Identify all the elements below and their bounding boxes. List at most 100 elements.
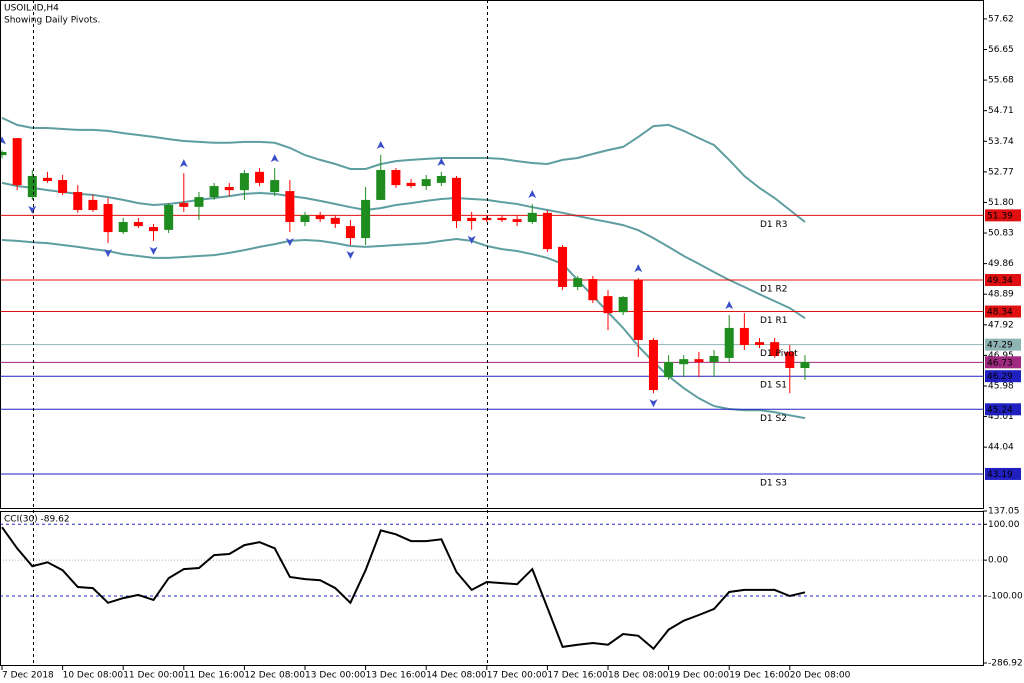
- pivot-label: D1 R3: [760, 220, 788, 230]
- candle-body: [603, 296, 613, 314]
- price-tag-label: 45.24: [987, 405, 1013, 415]
- x-tick-label: 12 Dec 08:00: [244, 671, 305, 681]
- y-tick-label: 54.71: [988, 106, 1014, 116]
- price-tag: [985, 209, 1021, 222]
- candle-body: [255, 171, 265, 183]
- fractal-down: [649, 399, 658, 408]
- y-tick-label: 47.92: [988, 320, 1014, 330]
- fractal-down: [104, 249, 113, 258]
- x-tick-label: 20 Dec 08:00: [790, 671, 851, 681]
- pivot-label: D1 Pivot: [760, 349, 798, 359]
- x-tick-label: 13 Dec 16:00: [366, 671, 427, 681]
- pivot-label: D1 S2: [760, 414, 787, 424]
- fractal-down: [149, 246, 158, 255]
- fractal-down: [467, 235, 476, 244]
- candle-body: [770, 342, 780, 357]
- fractal-up: [528, 190, 537, 199]
- candle-body: [361, 199, 371, 239]
- candle-body: [224, 186, 234, 191]
- candle-body: [542, 212, 552, 250]
- x-tick-label: 11 Dec 00:00: [123, 671, 184, 681]
- candle-body: [164, 204, 174, 230]
- candle-body: [785, 351, 795, 368]
- fractal-up: [0, 136, 6, 145]
- fractal-up: [437, 157, 446, 166]
- x-tick-label: 19 Dec 00:00: [669, 671, 730, 681]
- candle-body: [194, 197, 204, 207]
- fractal-up: [634, 264, 643, 273]
- band-middle: [1, 181, 806, 320]
- candle-body: [724, 327, 734, 358]
- candle-body: [27, 175, 37, 198]
- pivot-label: D1 S1: [760, 381, 787, 391]
- candle-body: [512, 219, 522, 222]
- cci-line: [1, 526, 806, 651]
- price-tag: [985, 305, 1021, 318]
- indicator-title: CCI(30) -89.62: [4, 515, 70, 525]
- candle-body: [421, 179, 431, 187]
- candle-body: [270, 180, 280, 193]
- y-tick-label: 55.68: [988, 76, 1014, 86]
- candle-body: [618, 297, 628, 313]
- candle-body: [315, 215, 325, 220]
- candle-body: [239, 173, 249, 191]
- y-tick-label: 0.00: [988, 556, 1008, 566]
- candle-body: [664, 362, 674, 378]
- candle-body: [300, 215, 310, 222]
- price-tag-label: 46.29: [987, 372, 1013, 382]
- price-tag: [985, 403, 1021, 416]
- candle-body: [739, 327, 749, 345]
- y-tick-label: 137.05: [988, 507, 1020, 517]
- y-tick-label: 49.86: [988, 259, 1014, 269]
- x-tick-label: 11 Dec 16:00: [184, 671, 245, 681]
- candle-body: [452, 177, 461, 222]
- candle-body: [497, 217, 507, 221]
- price-tag-label: 46.73: [987, 358, 1013, 368]
- candle-body: [406, 182, 416, 187]
- fractal-up: [179, 159, 188, 168]
- x-tick-label: 7 Dec 2018: [2, 671, 54, 681]
- symbol-label: USOIL.ID,H4: [4, 4, 59, 14]
- band-lower: [1, 237, 806, 420]
- fractal-down: [285, 238, 294, 247]
- y-tick-label: 48.89: [988, 290, 1014, 300]
- candle-body: [709, 356, 719, 363]
- candle-body: [376, 169, 386, 200]
- price-tag-label: 49.34: [987, 276, 1013, 286]
- price-tag: [985, 274, 1021, 287]
- plot-layer: [0, 116, 983, 651]
- y-tick-label: 46.95: [988, 351, 1014, 361]
- price-tag: [985, 370, 1021, 383]
- candle-body: [573, 278, 583, 287]
- candle-body: [679, 359, 689, 365]
- candle-body: [88, 199, 98, 211]
- y-tick-label: -100.00: [988, 591, 1023, 601]
- candle-body: [482, 217, 492, 221]
- price-tag: [985, 467, 1021, 480]
- price-tag-label: 43.19: [987, 470, 1013, 480]
- candle-body: [436, 175, 446, 183]
- y-tick-label: 53.74: [988, 137, 1014, 147]
- y-tick-label: 45.01: [988, 412, 1014, 422]
- candle-body: [73, 192, 83, 211]
- candle-body: [179, 203, 189, 207]
- indicator-note: Showing Daily Pivots.: [4, 16, 100, 26]
- candle-body: [209, 186, 219, 198]
- fractal-down: [28, 205, 37, 214]
- candle-body: [633, 280, 643, 340]
- y-tick-label: 52.77: [988, 167, 1014, 177]
- candle-body: [133, 221, 143, 227]
- x-tick-label: 18 Dec 08:00: [608, 671, 669, 681]
- y-tick-label: -286.92: [988, 659, 1023, 669]
- x-tick-label: 19 Dec 16:00: [729, 671, 790, 681]
- candle-body: [12, 138, 22, 186]
- fractal-up: [725, 301, 734, 310]
- band-upper: [1, 116, 806, 223]
- candle-body: [558, 246, 568, 287]
- x-tick-label: 17 Dec 00:00: [487, 671, 548, 681]
- y-tick-label: 50.83: [988, 229, 1014, 239]
- fractal-up: [270, 154, 279, 163]
- y-tick-label: 57.62: [988, 14, 1014, 24]
- price-tag: [985, 338, 1021, 351]
- x-tick-label: 10 Dec 08:00: [63, 671, 124, 681]
